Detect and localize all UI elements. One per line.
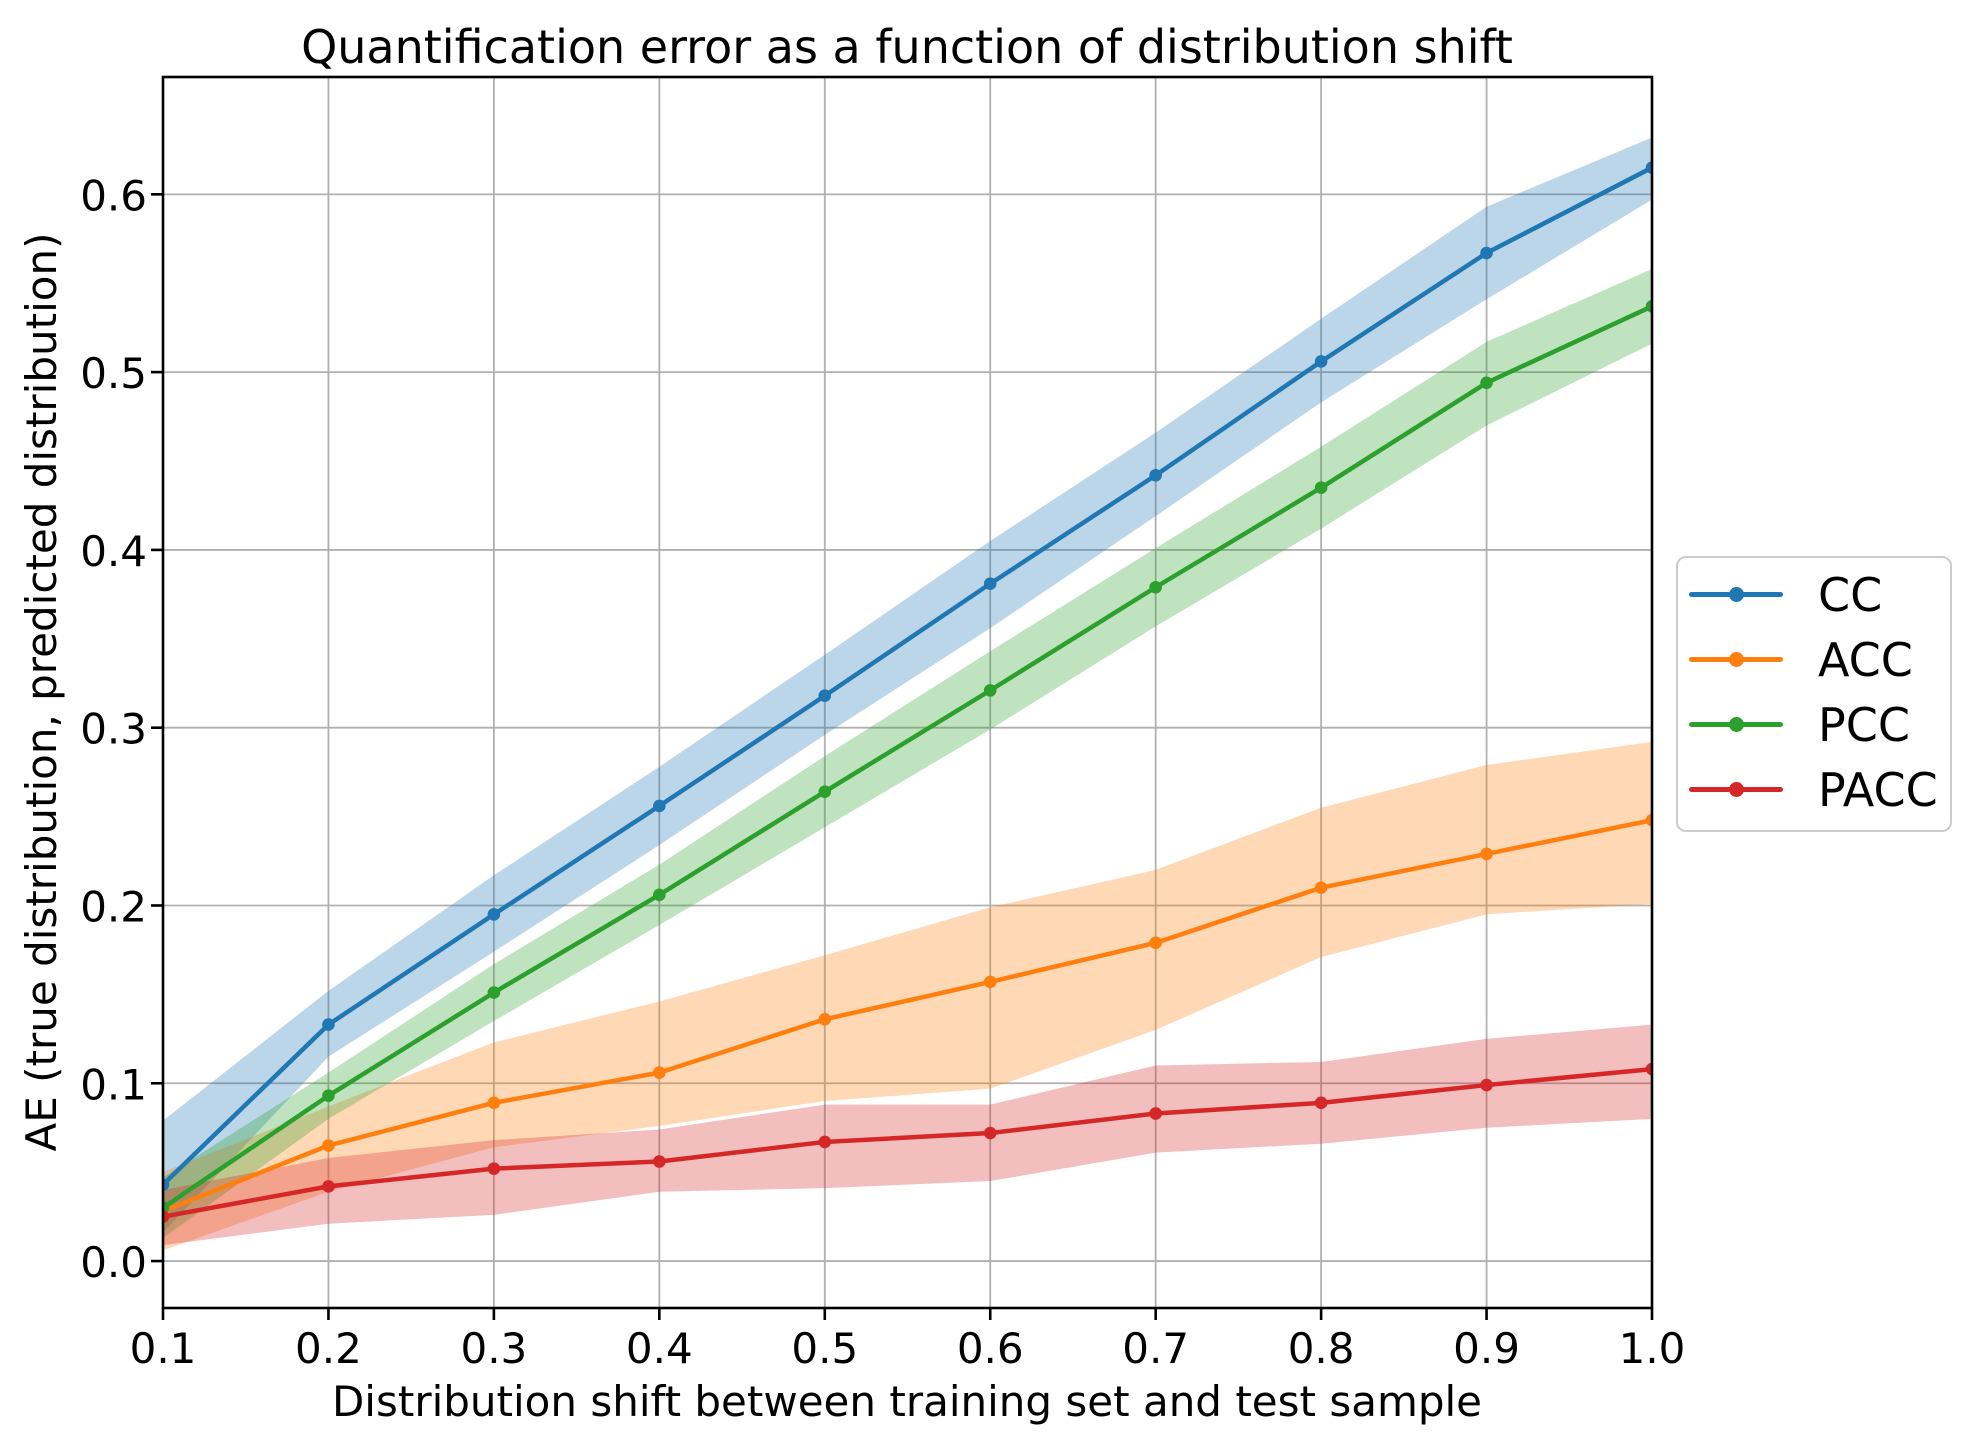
series-marker-acc [983,975,997,989]
series-marker-acc [1645,813,1652,827]
series-marker-pacc [983,1126,997,1140]
series-marker-cc [1645,161,1652,174]
x-tick-label: 0.6 [957,1324,1024,1373]
chart-title: Quantification error as a function of di… [301,20,1513,74]
x-tick-label: 0.1 [130,1324,197,1373]
series-line-pcc [163,304,1652,1210]
series-marker-pacc [1314,1096,1328,1110]
series-marker-pcc [1480,376,1493,390]
series-line-cc [163,165,1652,1187]
y-axis-label: AE (true distribution, predicted distrib… [17,233,66,1152]
series-line-acc [163,817,1652,1214]
legend-item-acc: ACC [1689,627,1950,692]
axes-frame [161,75,1654,1310]
series-marker-cc [163,1178,170,1191]
series-marker-pacc [1149,1107,1162,1120]
legend: CC ACC PCC PACC [1676,556,1952,832]
x-tick-label: 0.3 [460,1324,527,1373]
legend-item-pacc: PACC [1689,757,1950,822]
series-layer [163,137,1652,1251]
x-tick-label: 0.8 [1288,1324,1355,1373]
series-marker-pacc [487,1162,501,1175]
series-marker-pacc [1645,1062,1652,1076]
x-tick-label: 0.9 [1453,1324,1520,1373]
series-marker-acc [1314,881,1328,895]
series-marker-pacc [1480,1078,1493,1092]
series-marker-pacc [818,1135,832,1149]
series-marker-cc [1314,355,1328,368]
series-marker-pcc [1645,300,1652,313]
legend-label: ACC [1818,632,1913,687]
x-tick-label: 0.4 [626,1324,693,1373]
legend-label: PCC [1818,697,1910,752]
legend-label: CC [1818,567,1883,622]
x-tick-label: 0.5 [791,1324,858,1373]
y-tick-label: 0.3 [80,705,147,754]
x-axis-label: Distribution shift between training set … [332,1377,1482,1426]
series-marker-pacc [163,1210,170,1223]
series-marker-pcc [653,888,666,902]
pacc-line-swatch-icon [1689,782,1783,797]
series-marker-pacc [322,1180,335,1193]
plot-render-root: 0.1 0.2 0.3 0.4 0.5 0.6 0.7 0.8 0.9 1.0 0.0 0.1 0.2 0… [80,75,1686,1373]
x-tick-label: 0.7 [1122,1324,1189,1373]
y-tick-label: 0.6 [80,171,147,220]
legend-item-cc: CC [1689,562,1950,627]
y-tick-label: 0.2 [80,882,147,931]
acc-line-swatch-icon [1689,652,1783,667]
y-tick-label: 0.4 [80,527,147,576]
pcc-line-swatch-icon [1689,717,1783,732]
y-tick-label: 0.1 [80,1060,147,1109]
series-marker-pacc [653,1155,666,1168]
confidence-band-acc [163,741,1652,1251]
series-marker-acc [1149,936,1162,950]
legend-item-pcc: PCC [1689,692,1950,757]
cc-line-swatch-icon [1689,587,1783,602]
series-marker-pcc [818,785,832,799]
x-tick-label: 1.0 [1619,1324,1686,1373]
x-tick-label: 0.2 [295,1324,362,1373]
series-marker-acc [818,1012,832,1026]
series-marker-acc [487,1096,501,1110]
series-marker-pcc [1149,580,1162,594]
confidence-band-pacc [163,1024,1652,1246]
series-marker-acc [1480,847,1493,861]
series-marker-pcc [983,684,997,697]
series-marker-pcc [487,986,501,999]
series-marker-cc [653,799,666,813]
y-tick-label: 0.5 [80,349,147,398]
series-marker-acc [322,1139,335,1152]
legend-label: PACC [1818,762,1938,817]
series-marker-pcc [322,1089,335,1103]
series-marker-cc [983,577,997,590]
series-marker-cc [818,689,832,703]
series-marker-acc [653,1066,666,1079]
series-marker-cc [322,1018,335,1031]
y-tick-label: 0.0 [80,1238,147,1287]
series-marker-cc [487,908,501,921]
confidence-band-cc [163,137,1652,1233]
series-marker-cc [1480,246,1493,260]
series-marker-cc [1149,468,1162,482]
series-line-pacc [163,1066,1652,1219]
series-marker-pcc [1314,481,1328,494]
